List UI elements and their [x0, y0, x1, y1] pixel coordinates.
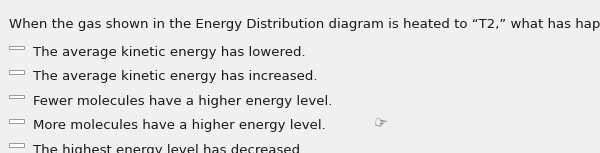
- Text: More molecules have a higher energy level.: More molecules have a higher energy leve…: [33, 119, 326, 132]
- Text: The average kinetic energy has lowered.: The average kinetic energy has lowered.: [33, 46, 305, 59]
- Text: The highest energy level has decreased.: The highest energy level has decreased.: [33, 144, 304, 153]
- Text: ☞: ☞: [372, 115, 389, 133]
- Bar: [9, 70, 24, 74]
- Text: When the gas shown in the Energy Distribution diagram is heated to “T2,” what ha: When the gas shown in the Energy Distrib…: [9, 18, 600, 31]
- Text: Fewer molecules have a higher energy level.: Fewer molecules have a higher energy lev…: [33, 95, 332, 108]
- Bar: [9, 46, 24, 49]
- Bar: [9, 144, 24, 147]
- Bar: [9, 119, 24, 123]
- Text: The average kinetic energy has increased.: The average kinetic energy has increased…: [33, 70, 317, 83]
- Bar: [9, 95, 24, 98]
